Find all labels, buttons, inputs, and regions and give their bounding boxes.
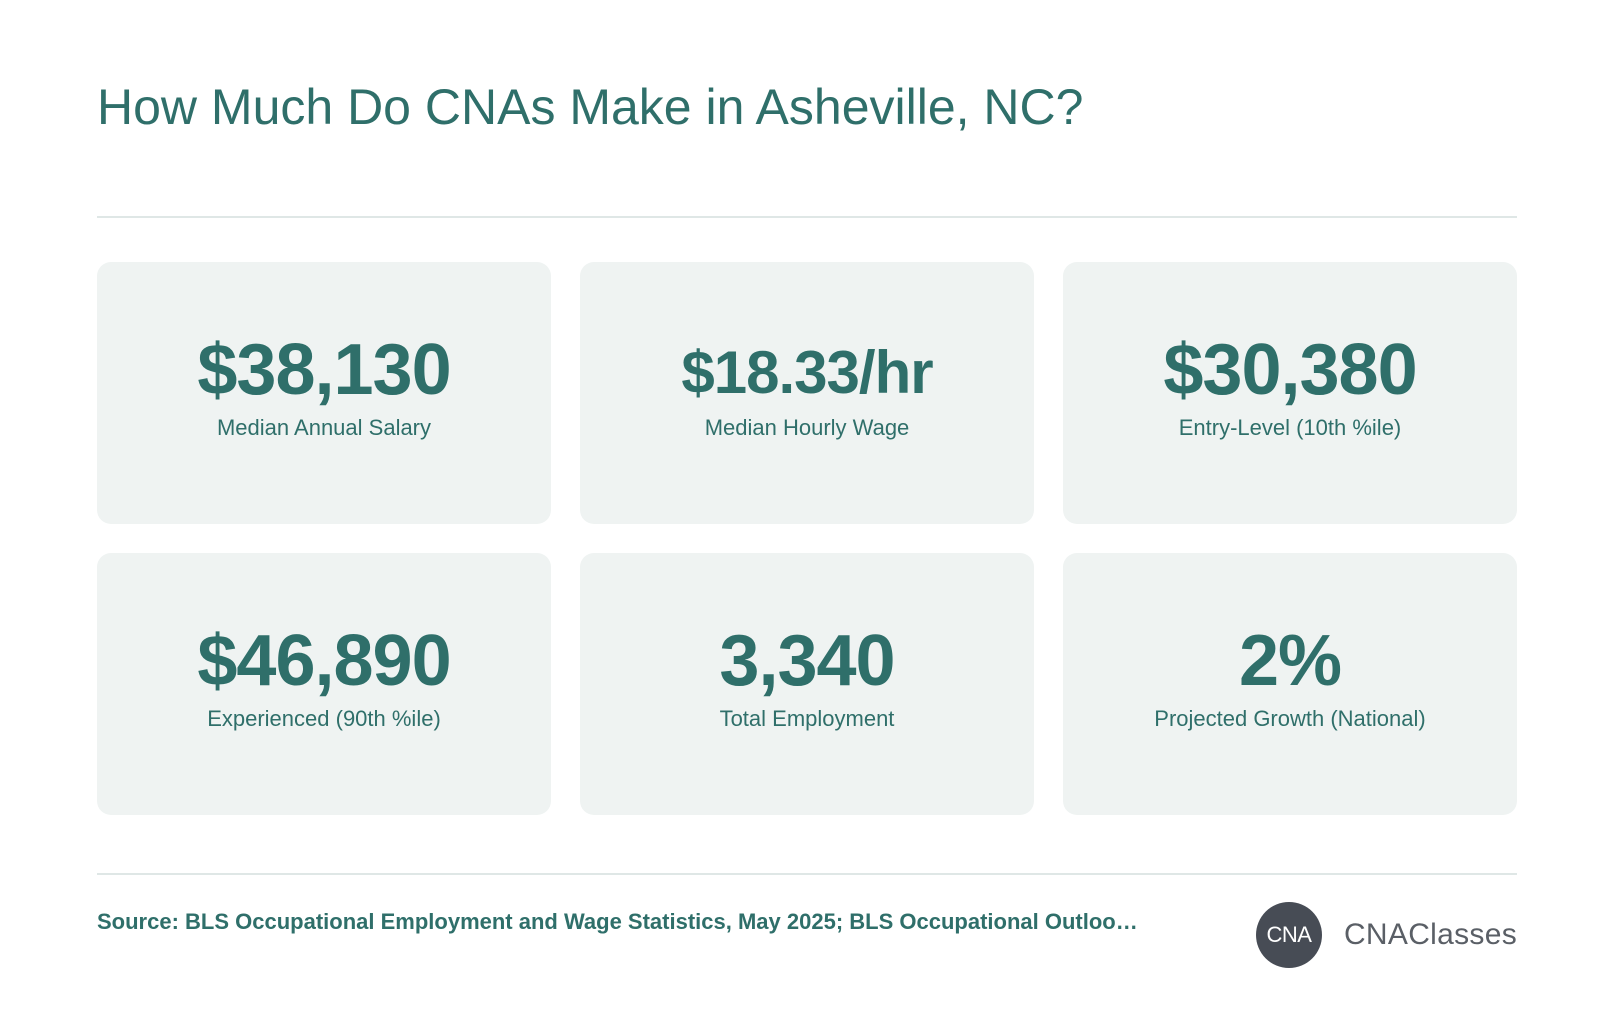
stat-value: $38,130 [197,330,451,410]
stat-card-median-annual-salary: $38,130 Median Annual Salary [97,262,551,524]
cna-badge-icon: CNA [1255,902,1322,968]
stats-grid: $38,130 Median Annual Salary $18.33/hr M… [97,262,1517,815]
brand-name: CNAClasses [1343,918,1517,951]
infographic: How Much Do CNAs Make in Asheville, NC? … [97,0,1517,1028]
stat-card-total-employment: 3,340 Total Employment [580,553,1034,815]
stat-label: Experienced (90th %ile) [207,706,441,731]
stat-label: Median Hourly Wage [704,415,910,440]
top-divider [97,216,1517,218]
stat-value: 2% [1238,621,1342,701]
stat-label: Median Annual Salary [216,415,432,440]
brand-logo: CNA CNAClasses [1255,902,1517,968]
stat-card-experienced: $46,890 Experienced (90th %ile) [97,553,551,815]
stat-label: Entry-Level (10th %ile) [1178,415,1402,440]
stat-card-median-hourly-wage: $18.33/hr Median Hourly Wage [580,262,1034,524]
stat-card-entry-level: $30,380 Entry-Level (10th %ile) [1063,262,1517,524]
stat-value: 3,340 [719,621,895,701]
stat-label: Projected Growth (National) [1154,706,1426,731]
source-note: Source: BLS Occupational Employment and … [97,909,1138,934]
bottom-divider [97,873,1517,875]
stat-value: $46,890 [197,621,451,701]
stat-value: $30,380 [1163,330,1417,410]
stat-card-projected-growth: 2% Projected Growth (National) [1063,553,1517,815]
stat-value: $18.33/hr [681,339,933,406]
page-title: How Much Do CNAs Make in Asheville, NC? [97,79,1084,135]
stat-label: Total Employment [719,706,895,731]
